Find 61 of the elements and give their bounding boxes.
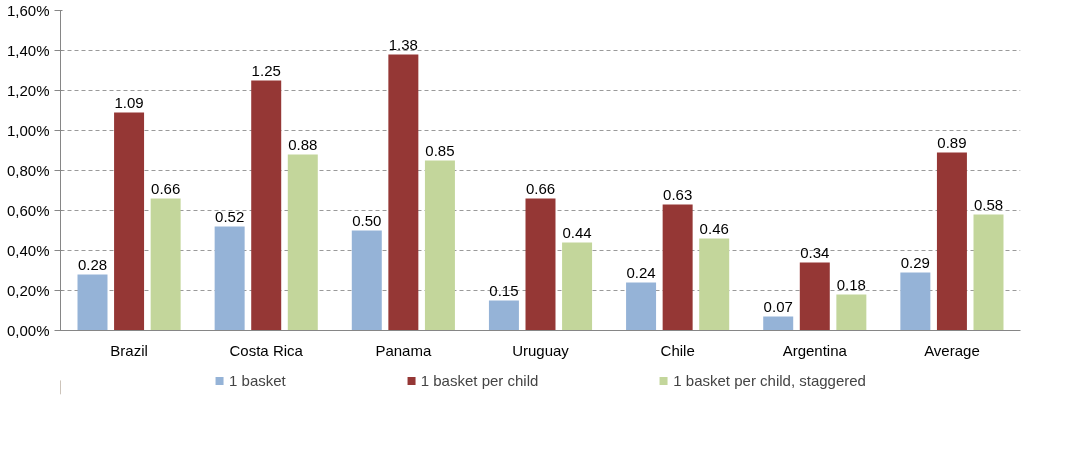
data-label: 0.52 xyxy=(215,207,245,225)
y-tick-label: 0,20% xyxy=(6,282,50,299)
bar xyxy=(424,160,455,331)
data-label: 0.88 xyxy=(288,135,318,153)
data-label: 0.66 xyxy=(525,179,556,197)
y-tick-label: 1,40% xyxy=(6,42,50,59)
x-tick-label: Argentina xyxy=(782,341,848,359)
bar xyxy=(562,242,593,331)
x-tick-label: Uruguay xyxy=(512,341,570,359)
data-label: 0.34 xyxy=(800,243,830,261)
legend-label: 1 basket xyxy=(229,371,286,389)
bar xyxy=(799,262,830,331)
bar xyxy=(626,282,657,331)
y-tick-label: 0,60% xyxy=(6,202,50,219)
y-tick-label: 0,40% xyxy=(6,242,50,259)
data-label: 0.24 xyxy=(626,263,656,281)
data-label: 0.44 xyxy=(562,223,592,241)
y-tick-label: 1,60% xyxy=(6,2,50,19)
bar xyxy=(114,112,145,331)
legend-label: 1 basket per child, staggered xyxy=(673,371,866,389)
bar xyxy=(936,152,967,331)
bar xyxy=(525,198,556,331)
y-tick-label: 1,20% xyxy=(6,82,50,99)
data-label: 0.58 xyxy=(973,195,1004,213)
x-tick-label: Brazil xyxy=(110,341,148,359)
x-tick-label: Panama xyxy=(375,341,432,359)
y-tick-label: 0,00% xyxy=(6,322,50,339)
data-label: 1.38 xyxy=(388,35,418,53)
bar xyxy=(973,214,1004,331)
data-label: 0.46 xyxy=(699,219,729,237)
bar xyxy=(388,54,419,331)
x-tick-label: Costa Rica xyxy=(229,341,304,359)
x-tick-label: Chile xyxy=(660,341,695,359)
bar xyxy=(287,154,318,331)
data-label: 0.15 xyxy=(489,281,519,299)
data-label: 1.25 xyxy=(251,61,281,79)
data-label: 0.18 xyxy=(836,275,866,293)
bar xyxy=(763,316,794,331)
x-tick-label: Average xyxy=(924,341,980,359)
data-label: 0.29 xyxy=(900,253,930,271)
data-label: 1.09 xyxy=(114,93,144,111)
bar xyxy=(662,204,693,331)
data-label: 0.89 xyxy=(937,133,967,151)
data-label: 0.66 xyxy=(151,179,181,197)
data-label: 0.85 xyxy=(425,141,455,159)
y-tick-label: 0,80% xyxy=(6,162,50,179)
data-label: 0.07 xyxy=(763,297,793,315)
bar xyxy=(150,198,181,331)
legend-label: 1 basket per child xyxy=(420,371,539,389)
bar xyxy=(214,226,245,331)
bar xyxy=(351,230,382,331)
bar xyxy=(699,238,730,331)
y-tick-label: 1,00% xyxy=(6,122,50,139)
bar xyxy=(77,274,108,331)
data-label: 0.63 xyxy=(663,185,693,203)
bar xyxy=(836,294,867,331)
bar xyxy=(251,80,282,331)
data-label: 0.50 xyxy=(352,211,382,229)
bar xyxy=(900,272,931,331)
data-label: 0.28 xyxy=(77,255,108,273)
bar xyxy=(488,300,519,331)
